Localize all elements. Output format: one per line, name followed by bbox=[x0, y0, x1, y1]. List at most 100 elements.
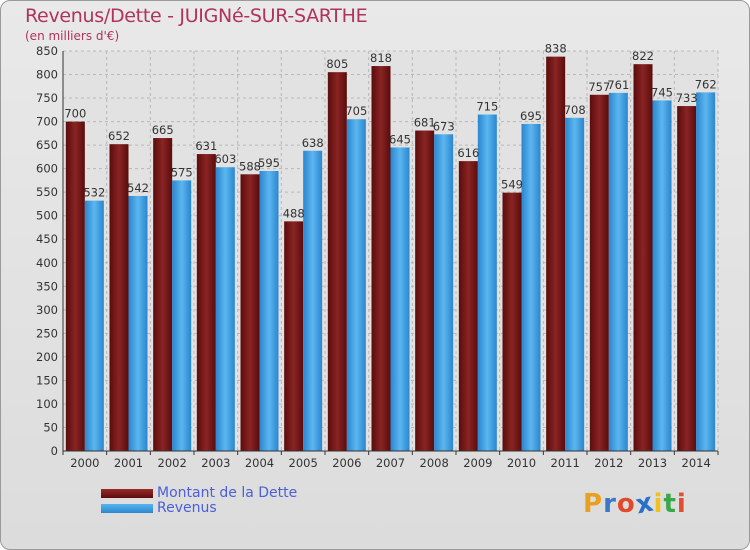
bar-revenus-2006 bbox=[346, 119, 366, 451]
chart-subtitle: (en milliers d'€) bbox=[25, 29, 120, 43]
legend-label-dette: Montant de la Dette bbox=[157, 485, 298, 501]
data-label-dette-2011: 838 bbox=[545, 42, 567, 56]
legend-label-revenus: Revenus bbox=[157, 500, 217, 516]
bar-dette-2005 bbox=[284, 221, 304, 451]
x-tick-label: 2000 bbox=[70, 456, 99, 470]
bar-dette-2011 bbox=[546, 56, 566, 451]
x-tick-label: 2009 bbox=[463, 456, 492, 470]
data-label-dette-2006: 805 bbox=[326, 57, 348, 71]
bar-dette-2001 bbox=[109, 144, 129, 452]
bar-revenus-2011 bbox=[565, 117, 585, 451]
bar-dette-2010 bbox=[502, 192, 522, 451]
data-label-revenus-2004: 595 bbox=[258, 156, 280, 170]
logo-letter: t bbox=[663, 489, 677, 519]
bar-dette-2003 bbox=[196, 154, 216, 451]
bar-dette-2008 bbox=[415, 130, 435, 451]
legend-swatch-revenus bbox=[101, 504, 153, 513]
data-label-revenus-2011: 708 bbox=[564, 103, 586, 117]
x-tick-label: 2005 bbox=[289, 456, 318, 470]
x-tick-label: 2003 bbox=[201, 456, 230, 470]
data-label-dette-2007: 818 bbox=[370, 51, 392, 65]
data-label-dette-2002: 665 bbox=[152, 123, 174, 137]
bar-dette-2012 bbox=[589, 94, 609, 451]
y-tick-label: 400 bbox=[36, 256, 58, 270]
y-tick-label: 200 bbox=[36, 350, 58, 364]
data-label-dette-2013: 822 bbox=[632, 49, 654, 63]
x-tick-label: 2006 bbox=[332, 456, 361, 470]
bar-dette-2002 bbox=[153, 138, 173, 451]
bar-revenus-2014 bbox=[696, 92, 716, 451]
data-label-revenus-2005: 638 bbox=[302, 136, 324, 150]
data-label-revenus-2009: 715 bbox=[476, 100, 498, 114]
data-label-dette-2001: 652 bbox=[108, 129, 130, 143]
data-label-revenus-2010: 695 bbox=[520, 109, 542, 123]
logo-letter: P bbox=[583, 489, 604, 519]
x-tick-label: 2007 bbox=[376, 456, 405, 470]
data-label-dette-2010: 549 bbox=[501, 178, 523, 192]
data-label-revenus-2002: 575 bbox=[171, 165, 193, 179]
bar-revenus-2005 bbox=[303, 150, 323, 451]
bar-dette-2007 bbox=[371, 66, 391, 451]
proxiti-logo: Proxiti bbox=[583, 487, 687, 520]
data-label-revenus-2007: 645 bbox=[389, 132, 411, 146]
x-tick-label: 2004 bbox=[245, 456, 274, 470]
data-label-revenus-2014: 762 bbox=[695, 77, 717, 91]
y-tick-label: 350 bbox=[36, 279, 58, 293]
y-tick-label: 250 bbox=[36, 326, 58, 340]
bar-dette-2006 bbox=[327, 72, 347, 452]
bar-revenus-2001 bbox=[128, 195, 148, 451]
y-tick-label: 850 bbox=[36, 44, 58, 58]
logo-letter: r bbox=[603, 489, 617, 519]
y-tick-label: 300 bbox=[36, 303, 58, 317]
data-label-revenus-2001: 542 bbox=[127, 181, 149, 195]
bar-revenus-2007 bbox=[390, 147, 410, 451]
x-tick-label: 2001 bbox=[114, 456, 143, 470]
data-label-dette-2004: 588 bbox=[239, 159, 261, 173]
x-tick-label: 2014 bbox=[682, 456, 711, 470]
data-label-revenus-2008: 673 bbox=[433, 119, 455, 133]
x-tick-label: 2011 bbox=[551, 456, 580, 470]
bar-revenus-2002 bbox=[172, 180, 192, 452]
y-tick-label: 500 bbox=[36, 209, 58, 223]
data-label-dette-2012: 757 bbox=[588, 80, 610, 94]
bar-revenus-2003 bbox=[215, 167, 235, 451]
data-label-dette-2000: 700 bbox=[64, 107, 86, 121]
x-tick-label: 2012 bbox=[594, 456, 623, 470]
y-tick-label: 700 bbox=[36, 115, 58, 129]
x-tick-label: 2002 bbox=[158, 456, 187, 470]
bar-revenus-2009 bbox=[477, 114, 497, 451]
data-label-dette-2005: 488 bbox=[283, 206, 305, 220]
bar-revenus-2004 bbox=[259, 171, 279, 451]
bar-revenus-2000 bbox=[84, 200, 104, 451]
y-tick-label: 450 bbox=[36, 232, 58, 246]
y-tick-label: 550 bbox=[36, 185, 58, 199]
bar-dette-2009 bbox=[458, 161, 478, 451]
bar-dette-2013 bbox=[633, 64, 653, 452]
x-tick-label: 2010 bbox=[507, 456, 536, 470]
y-tick-label: 0 bbox=[51, 444, 58, 458]
bar-revenus-2010 bbox=[521, 123, 541, 452]
bar-revenus-2008 bbox=[434, 134, 454, 451]
data-label-revenus-2003: 603 bbox=[214, 152, 236, 166]
logo-letter: i bbox=[676, 489, 687, 519]
data-label-dette-2009: 616 bbox=[457, 146, 479, 160]
bar-dette-2000 bbox=[65, 121, 85, 452]
y-tick-label: 600 bbox=[36, 162, 58, 176]
y-tick-label: 750 bbox=[36, 91, 58, 105]
logo-letter: i bbox=[653, 489, 664, 519]
bar-revenus-2012 bbox=[608, 92, 628, 451]
data-label-revenus-2013: 745 bbox=[651, 85, 673, 99]
data-label-revenus-2000: 532 bbox=[83, 186, 105, 200]
y-tick-label: 150 bbox=[36, 373, 58, 387]
bars bbox=[65, 56, 716, 452]
data-label-dette-2008: 681 bbox=[414, 116, 436, 130]
data-label-dette-2003: 631 bbox=[195, 139, 217, 153]
y-tick-label: 50 bbox=[43, 420, 58, 434]
data-label-revenus-2006: 705 bbox=[345, 104, 367, 118]
logo-letter: o bbox=[616, 489, 636, 519]
data-label-revenus-2012: 761 bbox=[607, 78, 629, 92]
bar-dette-2014 bbox=[677, 106, 697, 451]
